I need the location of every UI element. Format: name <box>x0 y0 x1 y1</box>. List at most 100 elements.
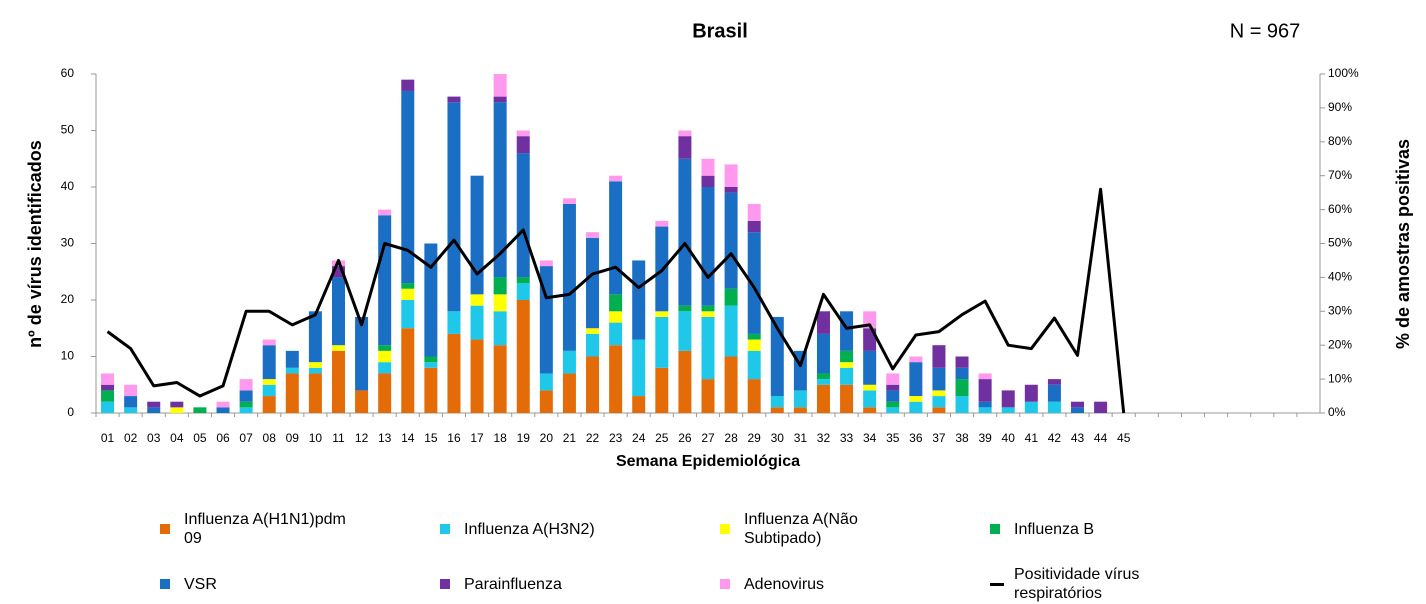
bar-segment <box>378 373 392 413</box>
bar-segment <box>216 401 230 408</box>
bar-segment <box>539 390 553 413</box>
bar-segment <box>539 373 553 391</box>
bar-segment <box>470 305 484 340</box>
bar-segment <box>586 356 600 413</box>
bar-segment <box>863 384 877 391</box>
x-tick-label: 41 <box>1025 431 1039 445</box>
bar-segment <box>124 384 138 397</box>
x-tick-label: 33 <box>840 431 854 445</box>
bar-segment <box>955 356 969 368</box>
bar-segment <box>470 294 484 306</box>
legend-swatch <box>440 579 450 589</box>
bar-segment <box>493 74 507 97</box>
x-tick-label: 15 <box>424 431 438 445</box>
bar-segment <box>724 288 738 306</box>
legend-item: Adenovirus <box>720 564 950 604</box>
bar-segment <box>678 158 692 306</box>
bar-segment <box>1071 407 1085 413</box>
bar-segment <box>609 175 623 182</box>
bar-segment <box>586 333 600 357</box>
bar-segment <box>147 401 161 408</box>
bar-segment <box>101 384 115 391</box>
bar-segment <box>840 384 854 413</box>
legend-item: Influenza A(Não Subtipado) <box>720 509 950 549</box>
y2-tick-label: 70% <box>1328 168 1352 182</box>
legend-label: Influenza B <box>1014 520 1095 538</box>
bar-segment <box>886 373 900 385</box>
bar-segment <box>978 379 992 402</box>
x-axis-label: Semana Epidemiológica <box>616 453 800 470</box>
x-tick-label: 04 <box>170 431 184 445</box>
x-tick-label: 35 <box>886 431 900 445</box>
bar-segment <box>101 373 115 385</box>
legend-label: VSR <box>184 575 217 593</box>
x-tick-label: 27 <box>701 431 715 445</box>
x-tick-label: 11 <box>332 431 345 445</box>
bar-segment <box>1001 407 1015 413</box>
x-tick-label: 38 <box>955 431 969 445</box>
legend-item: Influenza A(H1N1)pdm 09 <box>160 509 390 549</box>
legend-label: Positividade vírus respiratórios <box>1014 566 1140 602</box>
bar-segment <box>516 277 530 284</box>
bar-segment <box>285 367 299 374</box>
bar-segment <box>562 203 576 351</box>
x-tick-label: 28 <box>724 431 738 445</box>
legend-item: Parainfluenza <box>440 564 670 604</box>
bar-segment <box>701 316 715 380</box>
bar-segment <box>632 260 646 340</box>
bar-segment <box>1071 401 1085 408</box>
bar-segment <box>701 311 715 317</box>
y-tick-label: 40 <box>61 179 75 193</box>
x-tick-label: 16 <box>447 431 461 445</box>
x-tick-label: 43 <box>1071 431 1085 445</box>
bar-segment <box>701 187 715 306</box>
bar-segment <box>262 396 276 413</box>
bar-segment <box>932 407 946 413</box>
bar-segment <box>932 396 946 408</box>
legend-label: Influenza A(H1N1)pdm 09 <box>184 511 346 547</box>
bar-segment <box>886 384 900 391</box>
y2-tick-label: 50% <box>1328 236 1352 250</box>
bar-segment <box>701 379 715 413</box>
chart-title: Brasil <box>692 20 748 42</box>
bar-segment <box>378 350 392 363</box>
legend-swatch <box>720 579 730 589</box>
bar-segment <box>493 277 507 295</box>
y-tick-label: 10 <box>61 349 75 363</box>
bar-segment <box>678 305 692 312</box>
bar-segment <box>539 266 553 374</box>
x-tick-label: 23 <box>609 431 623 445</box>
bar-segment <box>239 390 253 402</box>
bar-segment <box>724 164 738 187</box>
bar-segment <box>678 130 692 137</box>
bar-segment <box>424 356 438 363</box>
bar-segment <box>747 339 761 351</box>
bar-segment <box>932 345 946 368</box>
bar-segment <box>262 339 276 346</box>
x-tick-label: 17 <box>470 431 484 445</box>
x-tick-label: 45 <box>1117 431 1131 445</box>
bar-segment <box>516 283 530 300</box>
x-tick-label: 31 <box>794 431 808 445</box>
bar-segment <box>308 362 322 368</box>
x-tick-label: 05 <box>193 431 207 445</box>
bar-segment <box>1001 390 1015 408</box>
bar-segment <box>816 373 830 380</box>
x-tick-label: 25 <box>655 431 669 445</box>
bar-segment <box>1024 384 1038 402</box>
bar-segment <box>239 407 253 413</box>
bar-segment <box>331 350 345 413</box>
bar-segment <box>493 294 507 312</box>
bar-segment <box>586 237 600 329</box>
bar-segment <box>1047 384 1061 402</box>
bar-segment <box>239 379 253 391</box>
bar-segment <box>424 362 438 368</box>
bar-segment <box>401 90 415 284</box>
bar-segment <box>1024 401 1038 413</box>
bar-segment <box>793 390 807 408</box>
bar-segment <box>378 345 392 351</box>
legend-label: Influenza A(Não Subtipado) <box>744 511 858 547</box>
bar-segment <box>816 384 830 413</box>
bar-segment <box>793 407 807 413</box>
bar-segment <box>955 379 969 397</box>
